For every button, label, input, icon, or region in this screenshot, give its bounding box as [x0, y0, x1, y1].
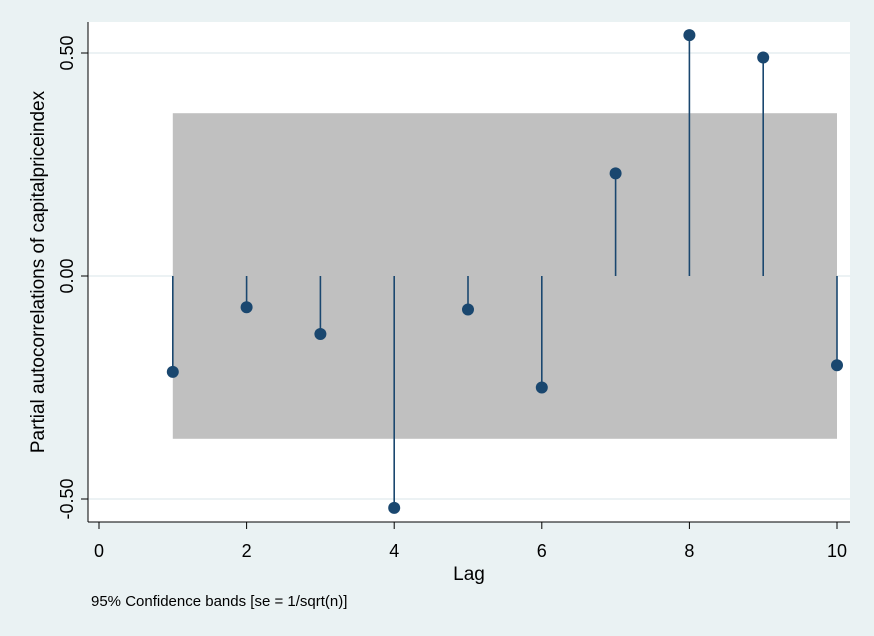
y-tick-label-2: 0.50: [57, 35, 77, 70]
x-tick-label-10: 10: [827, 541, 847, 561]
point-lag-10: [831, 359, 843, 372]
x-tick-label-6: 6: [537, 541, 547, 561]
point-lag-7: [609, 167, 622, 180]
x-ticks: 0 2 4 6 8 10: [94, 522, 847, 561]
y-axis-title: Partial autocorrelations of capitalprice…: [28, 90, 49, 453]
point-lag-2: [240, 301, 253, 314]
spike-series: [166, 29, 843, 514]
y-tick-label-1: 0.00: [57, 258, 77, 293]
point-lag-9: [757, 51, 770, 64]
point-lag-1: [166, 365, 179, 378]
point-lag-6: [535, 381, 548, 394]
point-lag-4: [388, 501, 401, 514]
point-lag-3: [314, 327, 327, 340]
point-lag-5: [462, 303, 474, 316]
x-axis-title: Lag: [453, 564, 485, 585]
confidence-note: 95% Confidence bands [se = 1/sqrt(n)]: [91, 593, 347, 610]
axes: [87, 22, 850, 523]
point-lag-8: [683, 29, 696, 42]
x-tick-label-4: 4: [389, 541, 399, 561]
x-tick-label-2: 2: [242, 541, 252, 561]
x-tick-label-8: 8: [684, 541, 694, 561]
confidence-band: [172, 113, 838, 439]
y-ticks: -0.50 0.00 0.50: [57, 35, 88, 520]
y-tick-label-0: -0.50: [57, 478, 77, 519]
x-tick-label-0: 0: [94, 541, 104, 561]
